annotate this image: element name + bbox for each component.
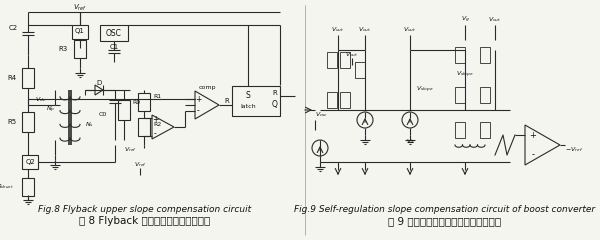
Text: latch: latch [240, 104, 256, 109]
Text: +: + [152, 115, 158, 125]
Text: +: + [195, 95, 201, 103]
Text: comp: comp [198, 84, 216, 90]
Text: R5: R5 [7, 119, 16, 125]
Bar [480, 122, 490, 138]
Text: $V_{ref}$: $V_{ref}$ [134, 161, 146, 169]
Text: $V_{slope}$: $V_{slope}$ [416, 85, 434, 95]
Bar [340, 92, 350, 108]
Text: $V_{csc}$: $V_{csc}$ [315, 111, 328, 120]
Text: Fig.9 Self-regulation slope compensation circuit of boost converter: Fig.9 Self-regulation slope compensation… [295, 205, 596, 214]
Text: $V_{out}$: $V_{out}$ [403, 25, 417, 35]
Bar [455, 122, 465, 138]
Text: $V_S$: $V_S$ [406, 138, 415, 146]
Text: C0: C0 [99, 113, 107, 118]
Bar [340, 52, 350, 68]
Text: $V_{ref}$: $V_{ref}$ [124, 145, 136, 155]
Text: -: - [532, 150, 535, 160]
Bar [72, 25, 88, 39]
Bar [327, 92, 337, 108]
Text: $V_{out}$: $V_{out}$ [488, 16, 502, 24]
Text: R2: R2 [153, 122, 161, 127]
Text: $N_p$: $N_p$ [46, 105, 55, 115]
Text: $V_{dc}$: $V_{dc}$ [35, 96, 46, 104]
Bar [327, 52, 337, 68]
Text: Q1: Q1 [75, 28, 85, 34]
Text: $R_{shunt}$: $R_{shunt}$ [0, 183, 14, 192]
Text: -: - [154, 130, 157, 138]
Text: S: S [245, 91, 250, 101]
Bar [22, 155, 38, 169]
Text: -: - [197, 107, 199, 115]
Text: $-V_{ref}$: $-V_{ref}$ [565, 145, 583, 155]
Bar [455, 87, 465, 103]
Bar [138, 93, 150, 111]
Bar [455, 47, 465, 63]
Bar [480, 87, 490, 103]
Bar [22, 178, 34, 196]
Bar [232, 86, 280, 116]
Text: Q2: Q2 [25, 159, 35, 165]
Text: $V_{ref}$: $V_{ref}$ [73, 3, 87, 13]
Text: OSC: OSC [106, 29, 122, 37]
Text: R4: R4 [7, 75, 16, 81]
Bar [22, 112, 34, 132]
Bar [355, 62, 365, 78]
Bar [100, 25, 128, 41]
Text: C1: C1 [109, 44, 119, 50]
Text: R3: R3 [59, 46, 68, 52]
Text: $V_{out}$: $V_{out}$ [358, 25, 372, 35]
Text: 图 8 Flyback 上斜坡补偿具体电路实现: 图 8 Flyback 上斜坡补偿具体电路实现 [79, 216, 211, 226]
Text: C2: C2 [9, 25, 18, 31]
Text: Q: Q [272, 101, 278, 109]
Text: $N_s$: $N_s$ [85, 120, 94, 129]
Text: Fig.8 Flyback upper slope compensation circuit: Fig.8 Flyback upper slope compensation c… [38, 205, 251, 214]
Bar [22, 68, 34, 88]
Bar [118, 100, 130, 120]
Text: D: D [97, 80, 101, 86]
Text: +: + [530, 131, 536, 139]
Text: $V_{out}$: $V_{out}$ [345, 51, 359, 60]
Text: $V_g$: $V_g$ [461, 15, 469, 25]
Bar [138, 118, 150, 136]
Text: R: R [224, 98, 229, 104]
Bar [480, 47, 490, 63]
Text: R0: R0 [132, 101, 140, 106]
Text: $V_{slope}$: $V_{slope}$ [456, 70, 474, 80]
Text: R1: R1 [153, 94, 161, 98]
Text: 图 9 升压型转换器自调节斜坡补偿电路: 图 9 升压型转换器自调节斜坡补偿电路 [388, 216, 502, 226]
Text: $V_{out}$: $V_{out}$ [331, 25, 345, 35]
Text: R: R [272, 90, 277, 96]
Bar [74, 40, 86, 58]
